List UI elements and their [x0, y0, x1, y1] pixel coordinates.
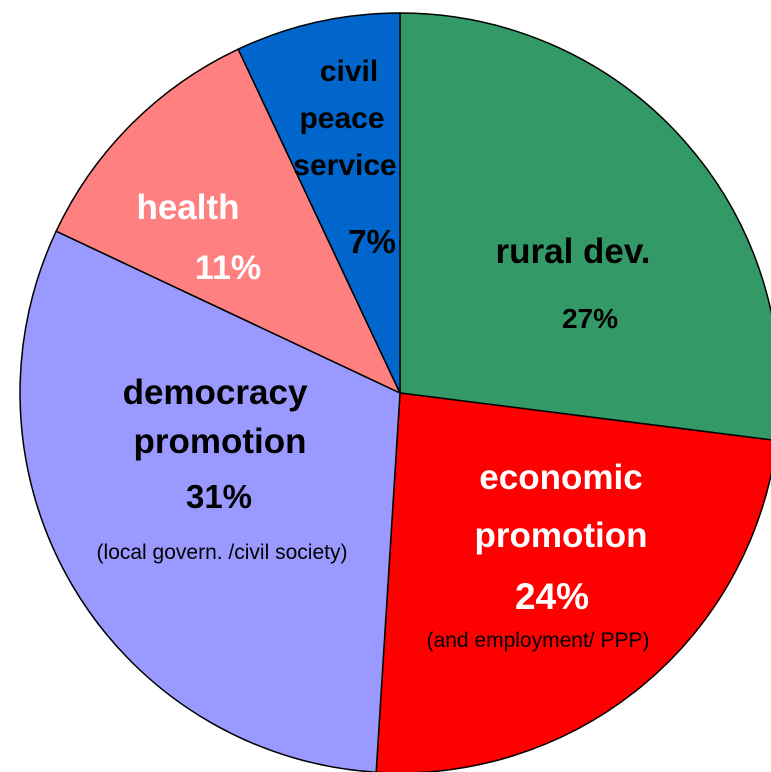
- slice-percent-rural: 27%: [562, 303, 618, 334]
- pie-slices: [19, 12, 771, 772]
- slice-note-democracy: (local govern. /civil society): [97, 541, 348, 564]
- slice-note-economic: (and employment/ PPP): [427, 629, 650, 652]
- slice-percent-health: 11%: [195, 249, 261, 287]
- slice-label-civil: civil: [320, 55, 378, 88]
- pie-labels: rural dev. 27% economic promotion 24% (and em…: [97, 55, 651, 652]
- slice-percent-civil: 7%: [348, 223, 396, 260]
- slice-label-civil: peace: [299, 102, 384, 135]
- pie-slice-rural: [399, 12, 771, 441]
- slice-label-economic: economic: [479, 458, 642, 497]
- pie-slice-economic: [375, 392, 771, 772]
- slice-label-civil: service: [293, 149, 396, 182]
- slice-label-rural: rural dev.: [496, 232, 651, 271]
- pie-slice-civil: [237, 12, 401, 394]
- slice-label-economic: promotion: [474, 516, 647, 555]
- pie-slice-democracy: [19, 230, 401, 772]
- slice-percent-democracy: 31%: [186, 478, 252, 515]
- pie-slice-health: [55, 48, 402, 395]
- slice-label-health: health: [136, 188, 239, 227]
- slice-label-democracy: promotion: [133, 422, 306, 461]
- slice-percent-economic: 24%: [515, 576, 589, 617]
- slice-label-democracy: democracy: [123, 373, 308, 412]
